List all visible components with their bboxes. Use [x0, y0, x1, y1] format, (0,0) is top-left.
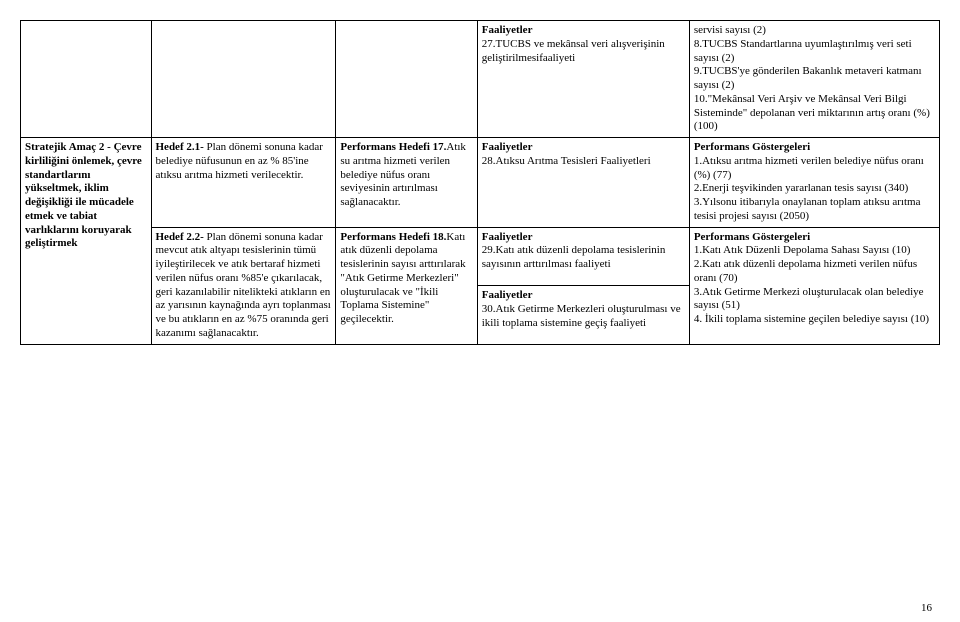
indicators-heading: Performans Göstergeleri [694, 141, 810, 153]
cell-empty [336, 21, 477, 138]
activities-heading: Faaliyetler [482, 24, 533, 36]
target-2-1-prefix: Hedef 2.1- [156, 141, 204, 153]
indicators-heading: Performans Göstergeleri [694, 231, 810, 243]
strategic-goal-2-text: Stratejik Amaç 2 - Çevre kirliliğini önl… [25, 141, 142, 249]
cell-strategic-goal-2: Stratejik Amaç 2 - Çevre kirliliğini önl… [21, 138, 152, 345]
activities-heading: Faaliyetler [482, 231, 533, 243]
cell-empty [21, 21, 152, 138]
activities-text: 27.TUCBS ve mekânsal veri alışverişinin … [482, 38, 665, 64]
table-row: Faaliyetler 27.TUCBS ve mekânsal veri al… [21, 21, 940, 138]
cell-perf-target-18: Performans Hedefi 18.Katı atık düzenli d… [336, 227, 477, 344]
target-2-2-text: Plan dönemi sonuna kadar mevcut atık alt… [156, 231, 331, 339]
table-row: Hedef 2.2- Plan dönemi sonuna kadar mevc… [21, 227, 940, 286]
perf-target-18-text: Katı atık düzenli depolama tesislerinin … [340, 231, 465, 326]
activities-text: 29.Katı atık düzenli depolama tesislerin… [482, 244, 666, 270]
perf-target-17-heading: Performans Hedefi 17. [340, 141, 446, 153]
indicators-text: 1.Katı Atık Düzenli Depolama Sahası Sayı… [694, 244, 929, 325]
cell-target-2-1: Hedef 2.1- Plan dönemi sonuna kadar bele… [151, 138, 336, 228]
strategic-plan-table: Faaliyetler 27.TUCBS ve mekânsal veri al… [20, 20, 940, 345]
indicators-text: 1.Atıksu arıtma hizmeti verilen belediye… [694, 155, 924, 222]
cell-activities-27: Faaliyetler 27.TUCBS ve mekânsal veri al… [477, 21, 689, 138]
cell-target-2-2: Hedef 2.2- Plan dönemi sonuna kadar mevc… [151, 227, 336, 344]
cell-indicators-2: Performans Göstergeleri 1.Katı Atık Düze… [689, 227, 939, 344]
perf-target-18-heading: Performans Hedefi 18. [340, 231, 446, 243]
cell-empty [151, 21, 336, 138]
indicators-top-text: servisi sayısı (2) 8.TUCBS Standartların… [694, 24, 930, 132]
cell-activities-28: Faaliyetler 28.Atıksu Arıtma Tesisleri F… [477, 138, 689, 228]
cell-activities-29: Faaliyetler 29.Katı atık düzenli depolam… [477, 227, 689, 286]
table-row: Stratejik Amaç 2 - Çevre kirliliğini önl… [21, 138, 940, 228]
cell-perf-target-17: Performans Hedefi 17.Atık su arıtma hizm… [336, 138, 477, 228]
cell-indicators-1: Performans Göstergeleri 1.Atıksu arıtma … [689, 138, 939, 228]
activities-text: 30.Atık Getirme Merkezleri oluşturulması… [482, 303, 681, 329]
activities-text: 28.Atıksu Arıtma Tesisleri Faaliyetleri [482, 155, 651, 167]
page-number: 16 [921, 602, 932, 614]
cell-indicators-top: servisi sayısı (2) 8.TUCBS Standartların… [689, 21, 939, 138]
activities-heading: Faaliyetler [482, 141, 533, 153]
activities-heading: Faaliyetler [482, 289, 533, 301]
cell-activities-30: Faaliyetler 30.Atık Getirme Merkezleri o… [477, 286, 689, 345]
target-2-2-prefix: Hedef 2.2- [156, 231, 204, 243]
